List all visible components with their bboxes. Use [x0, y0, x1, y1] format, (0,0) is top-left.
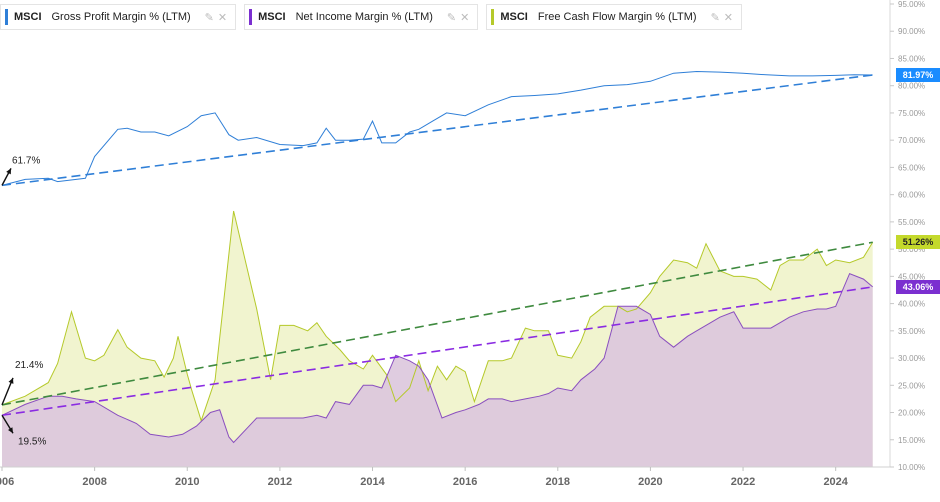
legend-item-net-income[interactable]: MSCI Net Income Margin % (LTM) ✎ ✕ [244, 4, 479, 30]
legend: MSCI Gross Profit Margin % (LTM) ✎ ✕ MSC… [0, 4, 743, 30]
y-tick-label: 95.00% [898, 0, 925, 9]
x-tick-label: 2024 [823, 476, 848, 488]
close-icon[interactable]: ✕ [460, 11, 470, 24]
legend-ticker: MSCI [258, 11, 286, 23]
y-tick-label: 65.00% [898, 163, 925, 172]
x-tick-label: 2020 [638, 476, 662, 488]
x-tick-label: 2006 [0, 476, 14, 488]
y-tick-label: 20.00% [898, 409, 925, 418]
annotation-arrowhead [8, 427, 13, 434]
end-value-badge: 51.26% [896, 235, 940, 250]
x-tick-label: 2014 [360, 476, 385, 488]
y-tick-label: 85.00% [898, 54, 925, 63]
trendline [1, 74, 873, 187]
series-gross-profit-margin-ltm-line [1, 70, 873, 186]
annotation-label: 19.5% [18, 436, 46, 447]
x-tick-label: 2010 [175, 476, 199, 488]
annotation-label: 61.7% [12, 155, 40, 166]
series-net-income-margin-ltm-line [1, 272, 874, 444]
y-tick-label: 25.00% [898, 381, 925, 390]
y-tick-label: 90.00% [898, 27, 925, 36]
y-tick-label: 55.00% [898, 218, 925, 227]
y-tick-label: 60.00% [898, 191, 925, 200]
y-tick-label: 30.00% [898, 354, 925, 363]
series-lines [1, 70, 874, 444]
x-tick-label: 2008 [82, 476, 106, 488]
annotation-label: 21.4% [15, 360, 43, 371]
legend-item-free-cash-flow[interactable]: MSCI Free Cash Flow Margin % (LTM) ✎ ✕ [486, 4, 743, 30]
series-net-income-margin-ltm-area [2, 273, 873, 467]
annotations: 61.7% 21.4% 19.5% [1, 155, 46, 447]
y-tick-label: 45.00% [898, 272, 925, 281]
brush-icon[interactable]: ✎ [446, 11, 457, 24]
legend-swatch [491, 9, 495, 25]
axes: 10.00% 15.00% 20.00% 25.00% 30.00% 35.00% 40.0… [0, 0, 925, 488]
legend-item-gross-profit[interactable]: MSCI Gross Profit Margin % (LTM) ✎ ✕ [0, 4, 237, 30]
trendline [1, 286, 873, 417]
legend-metric: Gross Profit Margin % (LTM) [51, 11, 191, 23]
end-value-badge: 81.97% [896, 67, 940, 82]
x-tick-label: 2012 [268, 476, 292, 488]
legend-swatch [249, 9, 253, 25]
y-tick-label: 50.00% [898, 245, 925, 254]
y-tick-label: 15.00% [898, 436, 925, 445]
brush-icon[interactable]: ✎ [204, 11, 214, 24]
y-tick-label: 70.00% [898, 136, 925, 145]
legend-ticker: MSCI [500, 11, 528, 23]
x-tick-label: 2022 [731, 476, 755, 488]
trendline [1, 241, 873, 406]
y-tick-label: 40.00% [898, 300, 925, 309]
y-tick-label: 75.00% [898, 109, 925, 118]
close-icon[interactable]: ✕ [217, 11, 228, 24]
legend-metric: Free Cash Flow Margin % (LTM) [537, 11, 697, 23]
series-free-cash-flow-margin-ltm-line [1, 210, 874, 423]
y-tick-label: 35.00% [898, 327, 925, 336]
x-tick-label: 2018 [546, 476, 570, 488]
annotation-arrowhead [8, 377, 14, 384]
legend-ticker: MSCI [14, 11, 42, 23]
trendlines [1, 74, 873, 417]
y-tick-label: 80.00% [898, 82, 925, 91]
close-icon[interactable]: ✕ [723, 11, 734, 24]
annotation-arrowhead [6, 168, 11, 175]
legend-metric: Net Income Margin % (LTM) [295, 11, 433, 23]
y-tick-label: 10.00% [898, 463, 925, 472]
x-tick-label: 2016 [453, 476, 477, 488]
brush-icon[interactable]: ✎ [710, 11, 720, 24]
end-value-badge: 43.06% [896, 279, 940, 294]
legend-swatch [5, 9, 8, 25]
series-fills [2, 211, 873, 467]
